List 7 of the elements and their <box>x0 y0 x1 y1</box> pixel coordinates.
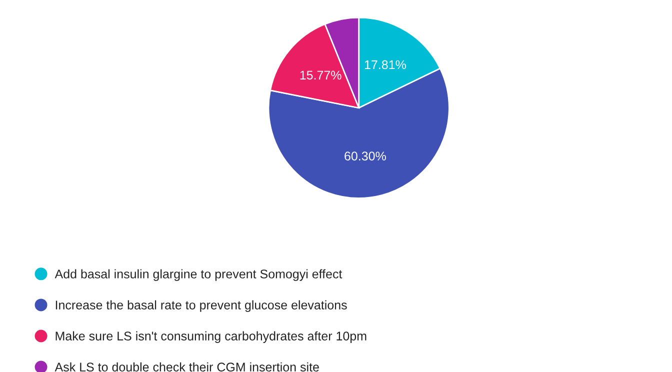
legend-label: Increase the basal rate to prevent glucose elevations <box>56 300 347 312</box>
data-label: 60.30% <box>344 152 386 160</box>
data-label: 17.81% <box>364 60 406 70</box>
data-label: 15.77% <box>300 70 342 80</box>
legend-label: Ask LS to double check their CGM insertion site <box>54 362 319 372</box>
legend-label: Add basal insulin glargine to prevent Somogyi effect <box>54 269 342 281</box>
legend-label: Make sure LS isn't consuming carbohydrates after 10pm <box>56 331 366 343</box>
